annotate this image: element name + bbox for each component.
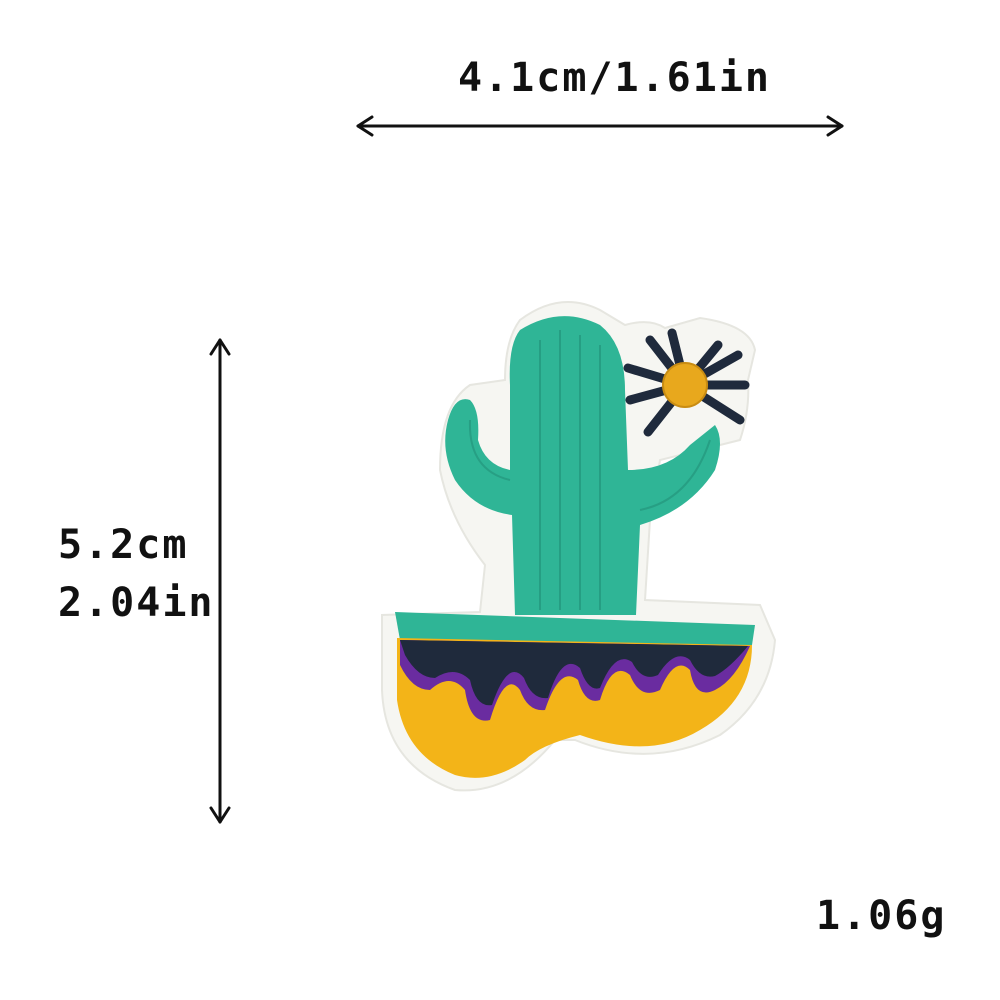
width-arrow: [356, 115, 844, 137]
pot-rim: [395, 612, 755, 646]
pot-dark-drip: [400, 640, 748, 706]
cactus-stitch-lines: [468, 330, 711, 610]
height-in-label: 2.04in: [58, 580, 215, 626]
height-arrow: [209, 338, 231, 824]
height-cm-label: 5.2cm: [58, 522, 189, 568]
weight-label: 1.06g: [816, 893, 947, 939]
cactus-body: [445, 316, 720, 615]
width-label: 4.1cm/1.61in: [458, 55, 771, 101]
flower-center: [662, 362, 708, 408]
height-label: 5.2cm 2.04in: [58, 516, 215, 632]
